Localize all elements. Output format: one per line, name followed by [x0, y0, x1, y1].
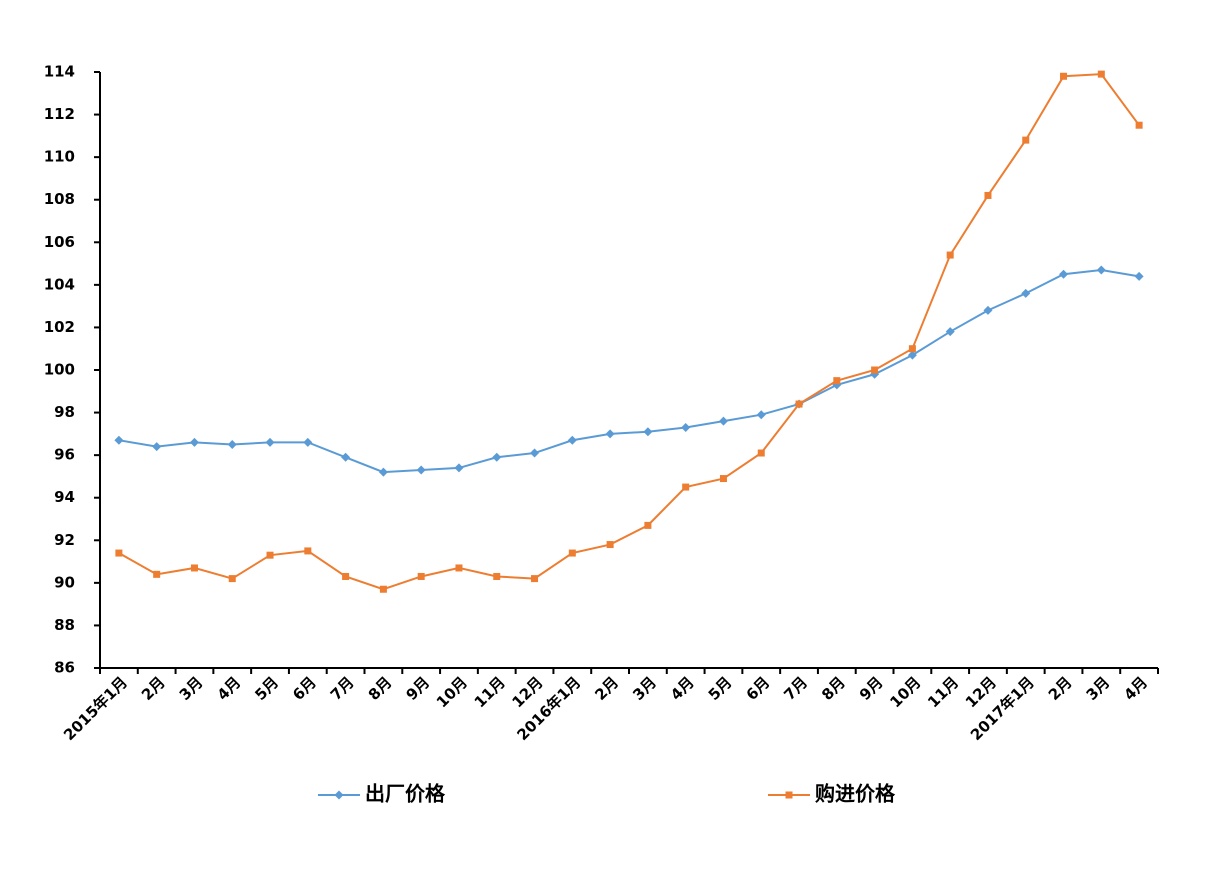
y-tick-label: 98	[54, 403, 75, 421]
x-tick-label: 9月	[856, 673, 887, 704]
x-tick-label: 3月	[1083, 673, 1114, 704]
y-tick-label: 104	[44, 275, 75, 293]
point	[153, 570, 161, 578]
point	[342, 572, 350, 580]
point	[718, 416, 728, 426]
point	[1021, 288, 1031, 298]
y-tick-label: 94	[54, 488, 75, 506]
point	[152, 442, 162, 452]
point	[606, 541, 614, 549]
y-tick-label: 88	[54, 616, 75, 634]
series-line	[118, 268, 1140, 474]
y-tick-label: 112	[44, 105, 75, 123]
point	[643, 427, 653, 437]
y-tick-label: 100	[44, 361, 75, 379]
x-tick-label: 4月	[1120, 673, 1151, 704]
point	[417, 572, 425, 580]
x-tick-label: 10月	[433, 673, 471, 711]
x-tick-label: 3月	[176, 673, 207, 704]
y-tick-label: 92	[54, 531, 75, 549]
point	[227, 440, 237, 449]
point	[833, 377, 841, 385]
point	[871, 366, 879, 374]
x-tick-label: 3月	[629, 673, 660, 704]
x-tick-label: 2月	[591, 673, 622, 704]
point	[1096, 265, 1106, 275]
x-tick-label: 6月	[743, 673, 774, 704]
series-line	[118, 73, 1140, 591]
point	[303, 437, 313, 447]
point	[455, 564, 463, 572]
point	[795, 400, 803, 408]
point	[567, 435, 577, 445]
point	[757, 449, 765, 457]
point	[946, 251, 954, 259]
point	[190, 564, 198, 572]
y-tick-label: 90	[54, 573, 75, 591]
x-tick-label: 7月	[780, 673, 811, 704]
point	[379, 585, 387, 593]
point	[756, 410, 766, 420]
point	[1134, 271, 1144, 281]
point	[493, 572, 501, 580]
point	[341, 452, 351, 462]
point	[907, 350, 917, 360]
x-tick-label: 11月	[471, 673, 509, 711]
point	[1135, 121, 1143, 129]
legend-label: 出厂价格	[365, 782, 446, 806]
legend-marker	[785, 791, 793, 799]
point	[1097, 70, 1105, 78]
legend-marker	[334, 790, 344, 800]
point	[492, 452, 502, 462]
point	[682, 483, 690, 491]
y-tick-label: 108	[44, 190, 75, 208]
y-tick-label: 96	[54, 446, 75, 464]
point	[984, 191, 992, 199]
point	[454, 463, 464, 473]
point	[908, 345, 916, 353]
x-tick-label: 10月	[886, 673, 924, 711]
point	[1059, 269, 1069, 279]
point	[530, 448, 540, 458]
point	[1022, 136, 1030, 144]
point	[605, 429, 615, 439]
y-tick-label: 106	[44, 233, 75, 251]
point	[531, 575, 539, 583]
x-tick-label: 5月	[251, 673, 282, 704]
x-tick-label: 4月	[214, 673, 245, 704]
x-tick-label: 2015年1月	[60, 673, 131, 744]
y-tick-label: 114	[44, 63, 75, 81]
point	[416, 465, 426, 475]
x-tick-label: 11月	[924, 673, 962, 711]
x-tick-label: 9月	[402, 673, 433, 704]
x-tick-label: 2月	[138, 673, 169, 704]
point	[189, 437, 199, 447]
y-tick-label: 86	[54, 659, 75, 677]
point	[719, 475, 727, 483]
y-tick-label: 102	[44, 318, 75, 336]
legend-label: 购进价格	[815, 782, 896, 806]
point	[945, 327, 955, 337]
x-tick-label: 2月	[1045, 673, 1076, 704]
point	[228, 575, 236, 583]
point	[304, 547, 312, 555]
x-tick-label: 8月	[818, 673, 849, 704]
point	[266, 551, 274, 559]
point	[115, 549, 123, 557]
x-tick-label: 4月	[667, 673, 698, 704]
x-tick-label: 7月	[327, 673, 358, 704]
point	[644, 521, 652, 529]
point	[378, 467, 388, 477]
point	[265, 437, 275, 447]
point	[114, 435, 124, 445]
point	[568, 549, 576, 557]
x-tick-label: 6月	[289, 673, 320, 704]
point	[1060, 72, 1068, 80]
x-tick-label: 8月	[365, 673, 396, 704]
y-tick-label: 110	[44, 148, 75, 166]
x-tick-label: 5月	[705, 673, 736, 704]
point	[681, 422, 691, 432]
point	[983, 305, 993, 315]
